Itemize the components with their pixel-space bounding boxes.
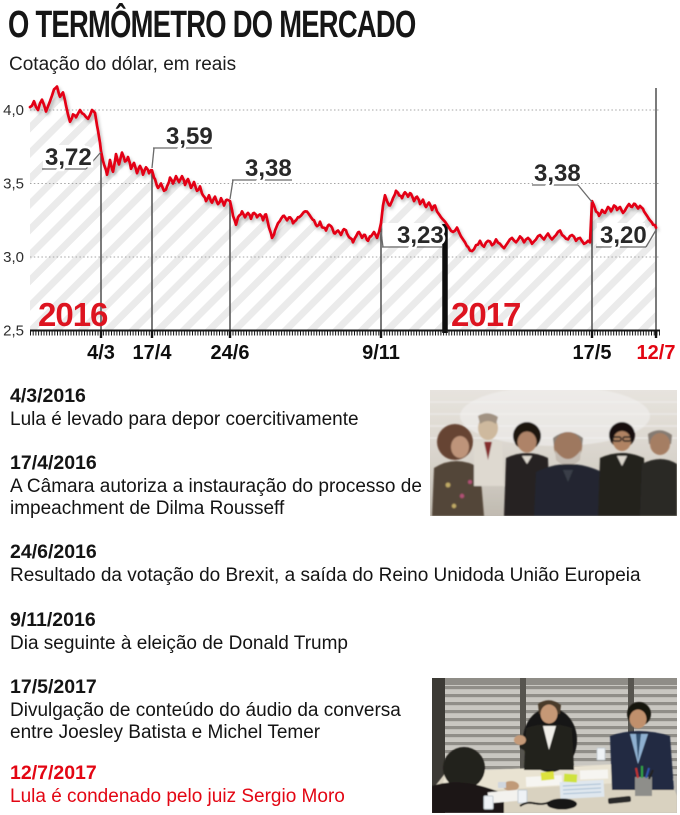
svg-text:3,38: 3,38 — [534, 160, 581, 187]
event-text: Resultado da votação do Brexit, a saída … — [10, 565, 641, 586]
svg-text:3,23: 3,23 — [397, 222, 444, 249]
event-item: 17/4/2016 A Câmara autoriza a instauraçã… — [10, 452, 422, 520]
svg-text:17/5: 17/5 — [573, 342, 612, 364]
svg-text:12/7: 12/7 — [637, 342, 676, 364]
page-subtitle: Cotação do dólar, em reais — [9, 54, 237, 75]
svg-text:4,0: 4,0 — [3, 102, 24, 119]
svg-text:3,0: 3,0 — [3, 249, 24, 266]
photo-lula-crowd — [430, 390, 677, 516]
svg-text:9/11: 9/11 — [362, 342, 400, 364]
event-item: 17/5/2017 Divulgação de conteúdo do áudi… — [10, 676, 415, 744]
svg-text:2016: 2016 — [38, 296, 108, 333]
event-text: Lula é condenado pelo juiz Sergio Moro — [10, 786, 345, 807]
svg-text:3,59: 3,59 — [166, 123, 213, 150]
svg-text:3,72: 3,72 — [45, 144, 92, 171]
svg-text:2017: 2017 — [451, 296, 520, 333]
event-item: 24/6/2016 Resultado da votação do Brexit… — [10, 541, 672, 587]
event-date: 17/4/2016 — [10, 452, 97, 474]
event-text: A Câmara autoriza a instauração do proce… — [10, 476, 422, 519]
svg-text:3,20: 3,20 — [600, 222, 647, 249]
event-date: 24/6/2016 — [10, 541, 97, 563]
svg-text:24/6: 24/6 — [211, 342, 250, 364]
page-title: O TERMÔMETRO DO MERCADO — [8, 4, 416, 46]
event-text: Divulgação de conteúdo do áudio da conve… — [10, 700, 401, 743]
svg-text:3,38: 3,38 — [245, 155, 292, 182]
event-date: 17/5/2017 — [10, 676, 97, 698]
event-item: 4/3/2016 Lula é levado para depor coerci… — [10, 385, 422, 431]
svg-text:3,5: 3,5 — [3, 176, 24, 193]
event-date: 12/7/2017 — [10, 762, 97, 784]
event-item-highlighted: 12/7/2017 Lula é condenado pelo juiz Ser… — [10, 762, 650, 808]
event-date: 9/11/2016 — [10, 609, 96, 631]
event-date: 4/3/2016 — [10, 385, 86, 407]
event-text: Dia seguinte à eleição de Donald Trump — [10, 633, 348, 654]
svg-text:17/4: 17/4 — [133, 342, 173, 364]
dollar-rate-chart: 4,0 3,5 3,0 2,5 4/3 17/4 24/6 9/11 17/5 12/7 2016 2… — [3, 85, 676, 364]
svg-text:4/3: 4/3 — [87, 342, 115, 364]
svg-text:2,5: 2,5 — [3, 323, 24, 340]
photo-meeting-room — [432, 678, 677, 813]
event-item: 9/11/2016 Dia seguinte à eleição de Dona… — [10, 609, 650, 655]
event-text: Lula é levado para depor coercitivamente — [10, 409, 359, 430]
